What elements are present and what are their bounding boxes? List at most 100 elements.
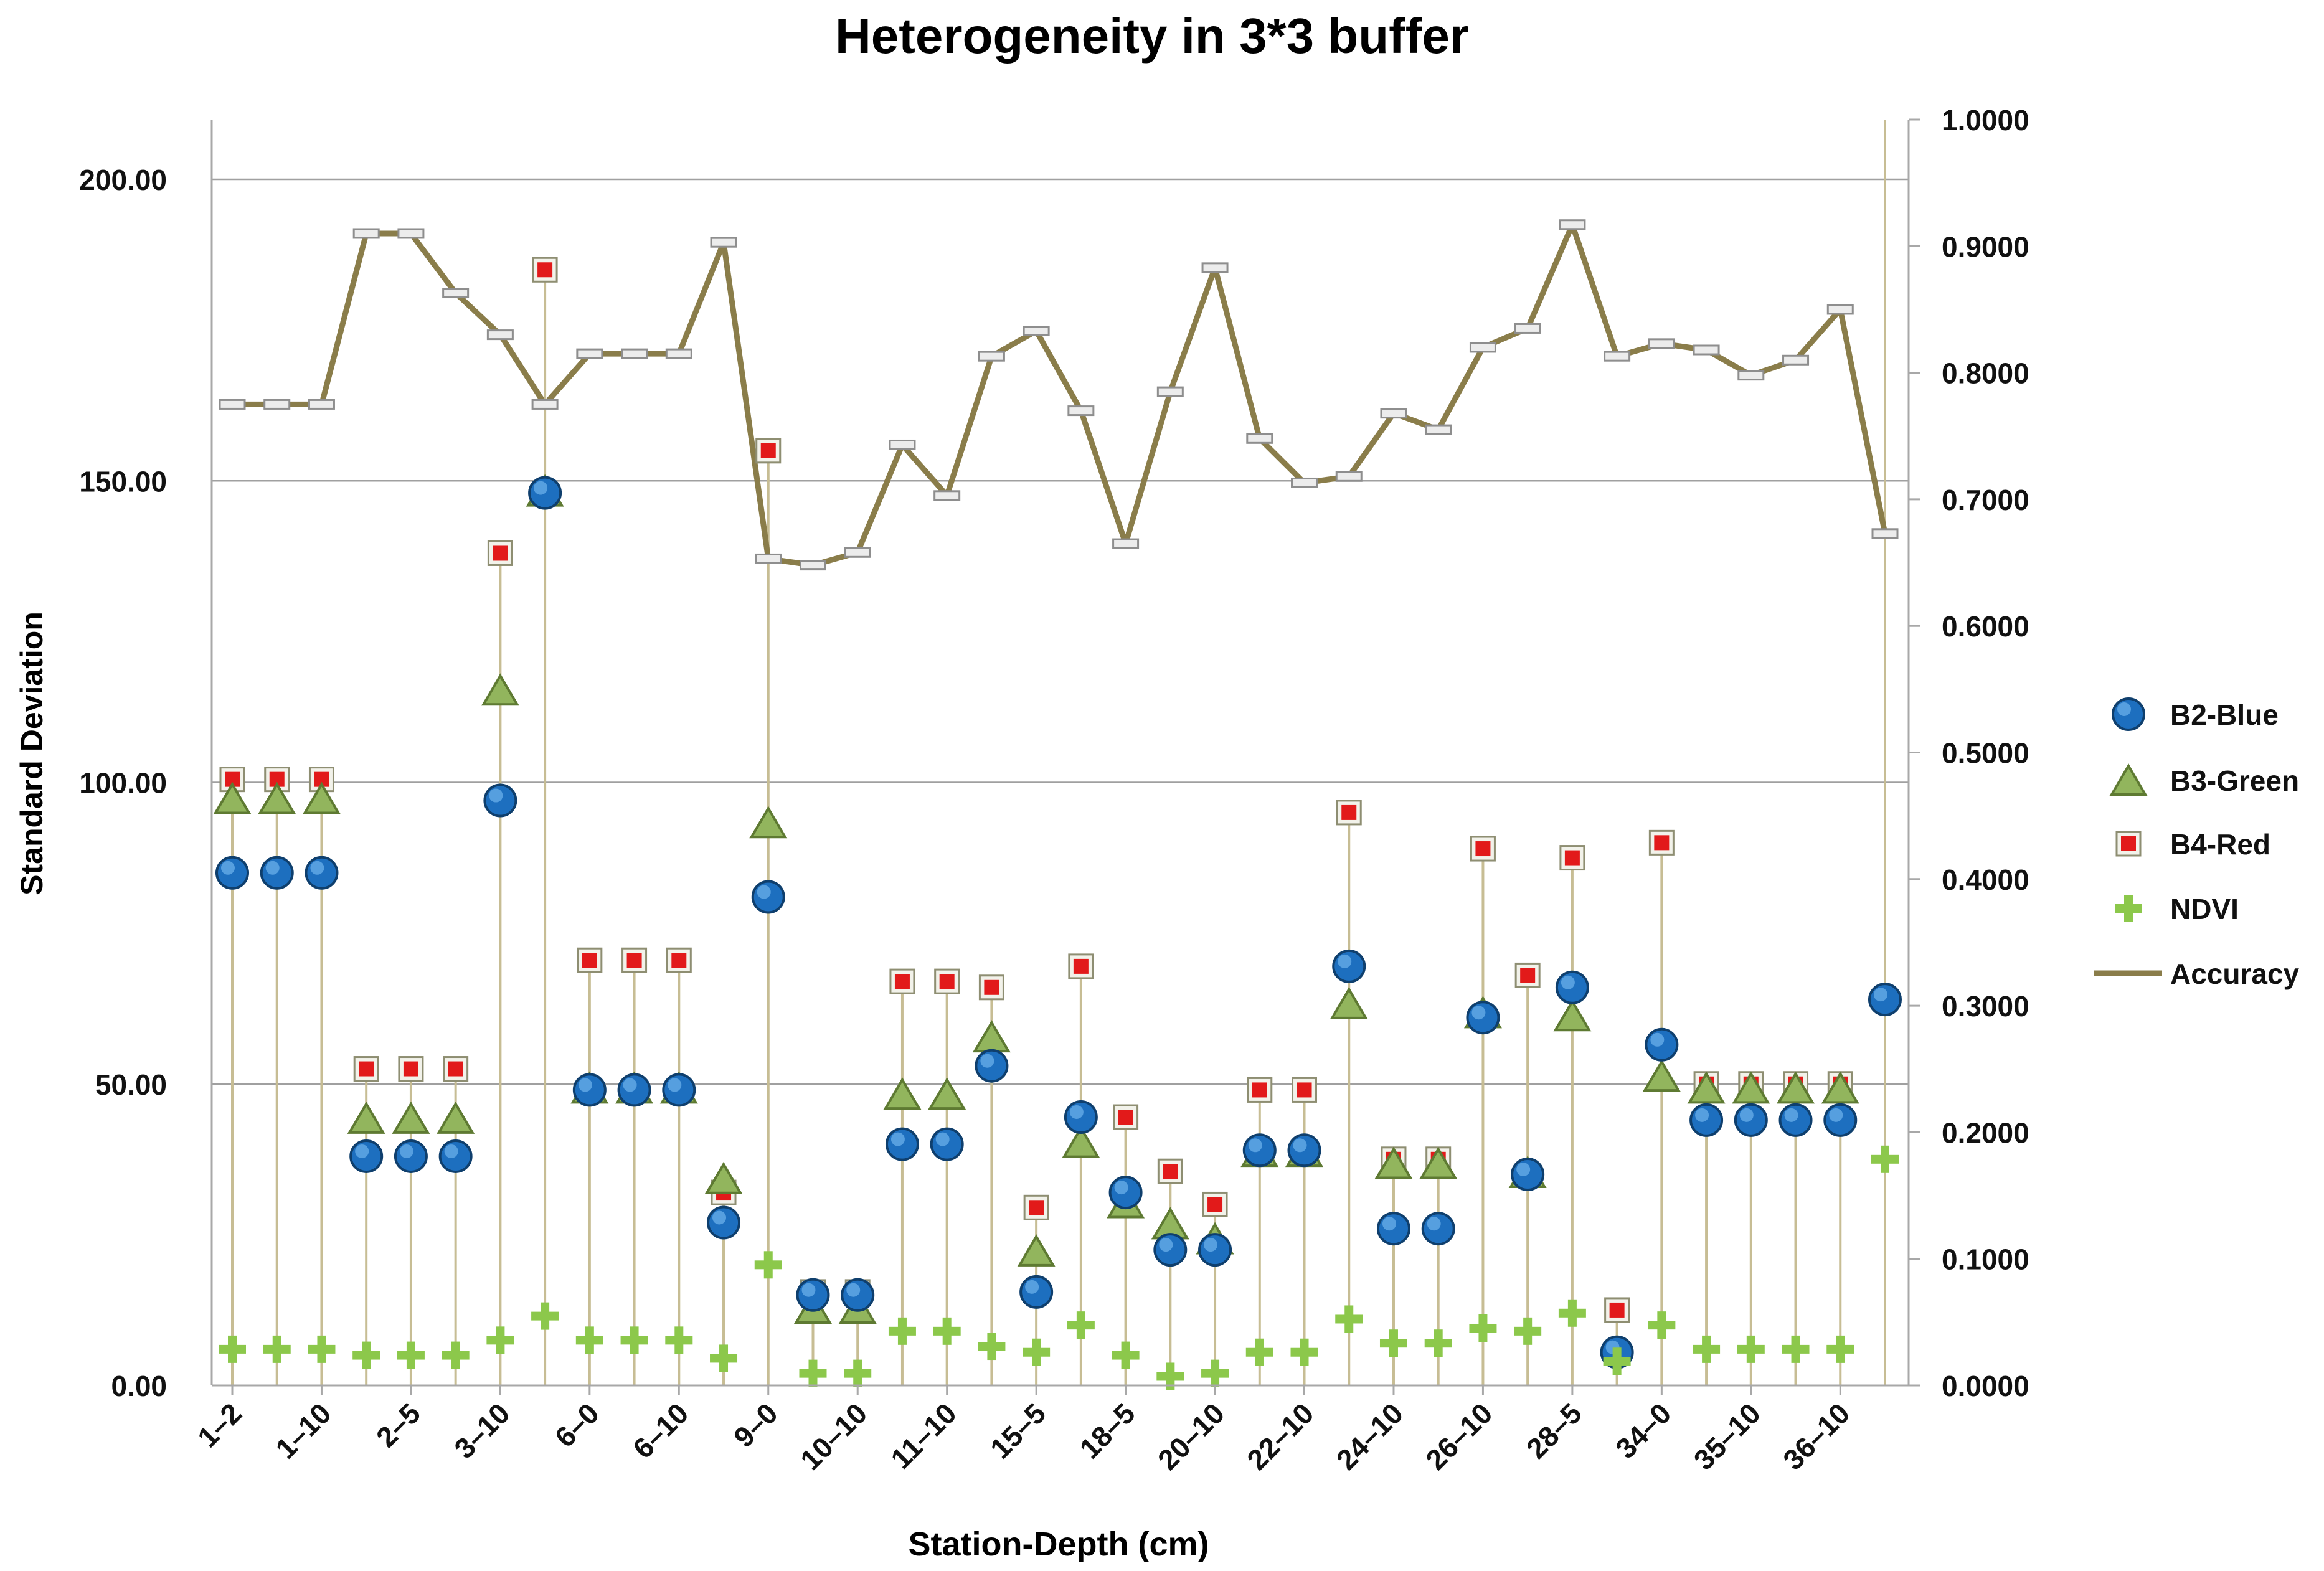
- accuracy-marker: [219, 399, 246, 410]
- blue-circle-highlight: [1069, 1105, 1084, 1120]
- blue-circle-highlight: [1695, 1108, 1709, 1122]
- red-square-inner: [493, 545, 508, 561]
- legend-label: B2-Blue: [2170, 699, 2279, 731]
- accuracy-marker: [308, 399, 335, 410]
- green-triangle-marker: [1732, 1071, 1770, 1104]
- green-triangle-marker: [1330, 986, 1368, 1019]
- green-triangle-marker: [2109, 763, 2148, 796]
- red-square-marker: [1604, 1297, 1630, 1323]
- green-triangle-marker: [1821, 1071, 1859, 1104]
- blue-circle-highlight: [399, 1144, 413, 1158]
- accuracy-marker: [531, 399, 559, 410]
- red-square-marker: [1247, 1077, 1273, 1103]
- y2-tick-label: 0.5000: [1942, 737, 2029, 770]
- green-triangle-marker: [1017, 1234, 1056, 1267]
- accuracy-marker: [1648, 338, 1675, 349]
- blue-circle-highlight: [578, 1078, 592, 1092]
- y-tick-label: 50.00: [95, 1069, 167, 1101]
- ndvi-plus-v: [2124, 895, 2133, 922]
- red-square-inner: [1297, 1082, 1312, 1098]
- blue-circle-highlight: [1650, 1032, 1665, 1047]
- accuracy-marker: [1067, 405, 1095, 417]
- green-triangle-marker: [749, 806, 788, 839]
- red-square-inner: [403, 1061, 418, 1077]
- ndvi-plus-v: [1211, 1359, 1220, 1387]
- ndvi-plus-v: [719, 1344, 729, 1372]
- ndvi-plus-v: [1389, 1329, 1398, 1357]
- accuracy-marker: [933, 490, 961, 501]
- red-square-marker: [1292, 1077, 1318, 1103]
- red-square-inner: [1520, 968, 1536, 983]
- green-triangle-marker: [1777, 1071, 1815, 1104]
- blue-circle-highlight: [935, 1132, 950, 1146]
- ndvi-plus-v: [763, 1251, 773, 1279]
- ndvi-plus-v: [808, 1359, 818, 1387]
- accuracy-marker: [621, 348, 648, 359]
- red-square-inner: [671, 953, 687, 968]
- blue-circle-highlight: [846, 1283, 861, 1297]
- accuracy-series: [219, 219, 1899, 571]
- blue-circle-highlight: [1829, 1108, 1843, 1122]
- red-square-inner: [1073, 958, 1089, 974]
- accuracy-marker: [397, 228, 425, 239]
- ndvi-plus-v: [1567, 1299, 1577, 1327]
- red-square-inner: [1163, 1164, 1178, 1179]
- legend-label: B4-Red: [2170, 828, 2270, 861]
- accuracy-marker: [1335, 471, 1363, 482]
- blue-circle-highlight: [489, 788, 503, 803]
- accuracy-marker: [799, 560, 826, 571]
- accuracy-marker: [1737, 370, 1765, 381]
- blue-circle-highlight: [1784, 1108, 1798, 1122]
- red-square-inner: [582, 953, 597, 968]
- accuracy-marker: [1826, 304, 1854, 315]
- red-square-inner: [894, 974, 910, 989]
- blue-circle-highlight: [1471, 1006, 1486, 1020]
- y-axis-label: Standard Deviation: [14, 611, 49, 895]
- ndvi-plus-v: [451, 1341, 460, 1369]
- ndvi-plus-v: [1791, 1335, 1800, 1363]
- red-square-marker: [934, 968, 960, 994]
- x-tick-label: 3–10: [448, 1397, 516, 1465]
- accuracy-marker: [1112, 538, 1140, 549]
- accuracy-marker: [263, 399, 291, 410]
- green-triangle-marker: [347, 1101, 385, 1134]
- blue-circle-highlight: [1293, 1138, 1307, 1153]
- green-triangle-marker: [1687, 1071, 1726, 1104]
- x-tick-label: 36–10: [1777, 1397, 1856, 1476]
- red-square-marker: [353, 1056, 379, 1082]
- legend-label: Accuracy: [2170, 958, 2300, 990]
- y2-axis-ticks: 0.0000 0.1000 0.2000 0.3000 0.4000 0.5000 0.60…: [1909, 104, 2029, 1402]
- y-tick-label: 150.00: [79, 465, 167, 498]
- red-square-inner: [1341, 804, 1357, 820]
- ndvi-plus-v: [1076, 1311, 1085, 1339]
- accuracy-marker: [1559, 219, 1586, 230]
- accuracy-marker: [1469, 342, 1496, 353]
- x-tick-label: 10–10: [794, 1397, 873, 1476]
- x-tick-label: 6–0: [549, 1397, 605, 1453]
- blue-circle-highlight: [1427, 1217, 1441, 1231]
- green-triangle-marker: [1553, 999, 1592, 1032]
- accuracy-marker: [1201, 262, 1229, 273]
- red-square-marker: [1648, 829, 1675, 856]
- accuracy-marker: [1782, 354, 1810, 366]
- blue-circle-highlight: [1382, 1217, 1396, 1231]
- ndvi-plus-v: [1657, 1311, 1666, 1339]
- ndvi-plus-v: [630, 1326, 639, 1354]
- blue-circle-highlight: [1739, 1108, 1754, 1122]
- ndvi-plus-v: [317, 1335, 326, 1363]
- x-tick-label: 6–10: [626, 1397, 694, 1465]
- accuracy-marker: [710, 237, 737, 248]
- accuracy-marker: [1871, 528, 1899, 539]
- blue-circle-highlight: [534, 481, 548, 495]
- green-triangle-marker: [883, 1077, 922, 1110]
- red-square-inner: [1564, 850, 1580, 866]
- ndvi-plus-v: [272, 1335, 281, 1363]
- ndvi-plus-v: [1702, 1335, 1711, 1363]
- ndvi-plus-v: [942, 1317, 952, 1345]
- ndvi-plus-v: [406, 1341, 415, 1369]
- ndvi-plus-v: [1881, 1145, 1889, 1173]
- y2-tick-label: 0.6000: [1942, 610, 2029, 643]
- red-square-inner: [1475, 841, 1491, 857]
- blue-circle-highlight: [444, 1144, 458, 1158]
